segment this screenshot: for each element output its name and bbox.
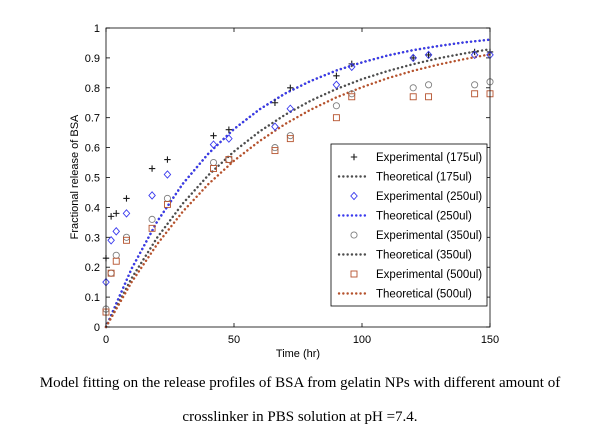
data-point bbox=[107, 213, 115, 220]
data-point bbox=[210, 165, 217, 172]
data-point bbox=[107, 236, 115, 245]
x-tick-label: 50 bbox=[228, 334, 240, 346]
legend-label: Experimental (250ul) bbox=[376, 191, 482, 203]
legend-label: Experimental (350ul) bbox=[376, 230, 482, 242]
y-axis-label: Fractional release of BSA bbox=[69, 114, 81, 239]
data-point bbox=[409, 53, 418, 63]
data-point bbox=[333, 72, 340, 80]
data-point bbox=[271, 147, 279, 155]
data-point bbox=[409, 93, 417, 101]
data-point bbox=[113, 210, 120, 217]
y-tick-label: 0.1 bbox=[85, 292, 100, 304]
data-point bbox=[148, 224, 156, 232]
data-point bbox=[425, 81, 433, 89]
data-point bbox=[163, 170, 172, 179]
data-point bbox=[271, 99, 279, 106]
chart: 0 50 100 150 00.10.20.30.40.50.60.70.80.91 … bbox=[69, 23, 499, 360]
x-tick-label: 100 bbox=[353, 334, 371, 346]
data-point bbox=[225, 156, 233, 164]
theoretical-curve-3 bbox=[104, 38, 492, 329]
data-point bbox=[425, 93, 433, 101]
data-point bbox=[112, 257, 120, 265]
y-tick-label: 0.9 bbox=[85, 53, 100, 65]
data-point bbox=[332, 102, 340, 110]
legend-marker-swatch bbox=[350, 153, 358, 161]
legend-label: Experimental (500ul) bbox=[376, 269, 482, 281]
data-point bbox=[332, 80, 341, 90]
legend-label: Theoretical (175ul) bbox=[376, 172, 472, 184]
data-point bbox=[424, 50, 433, 60]
data-point bbox=[471, 81, 479, 89]
data-point bbox=[471, 90, 479, 98]
caption-line-1: Model fitting on the release profiles of… bbox=[39, 375, 561, 391]
x-axis-label: Time (hr) bbox=[276, 348, 320, 360]
data-point bbox=[332, 114, 340, 122]
data-point bbox=[163, 200, 171, 208]
y-tick-label: 0.2 bbox=[85, 262, 100, 274]
data-point bbox=[348, 93, 356, 101]
y-tick-label: 0.4 bbox=[85, 202, 100, 214]
data-point bbox=[123, 195, 130, 202]
data-point bbox=[409, 84, 417, 92]
y-tick-label: 0.6 bbox=[85, 143, 100, 155]
experimental-markers bbox=[102, 48, 494, 316]
data-point bbox=[210, 132, 217, 139]
figure-caption: Model fitting on the release profiles of… bbox=[0, 366, 600, 434]
y-tick-label: 0.5 bbox=[85, 173, 100, 185]
data-point bbox=[107, 269, 115, 277]
theoretical-curve-5 bbox=[104, 48, 492, 329]
theoretical-curve-7 bbox=[104, 53, 492, 329]
caption-line-2: crosslinker in PBS solution at pH =7.4. bbox=[182, 409, 418, 425]
plot-frame bbox=[105, 27, 491, 328]
x-tick-label: 0 bbox=[103, 334, 109, 346]
data-point bbox=[225, 126, 233, 133]
legend: Experimental (175ul) Theoretical (175ul) E… bbox=[330, 143, 488, 307]
legend-label: Theoretical (350ul) bbox=[376, 250, 472, 262]
data-point bbox=[148, 215, 156, 223]
data-point bbox=[148, 165, 156, 172]
y-tick-label: 0.7 bbox=[85, 113, 100, 125]
data-point bbox=[123, 236, 130, 244]
x-tick-label: 150 bbox=[481, 334, 499, 346]
data-point bbox=[286, 135, 294, 143]
y-tick-label: 0 bbox=[94, 322, 100, 334]
legend-label: Theoretical (250ul) bbox=[376, 211, 472, 223]
legend-marker-swatch bbox=[350, 191, 358, 201]
y-tick-label: 1 bbox=[94, 23, 100, 35]
data-point bbox=[287, 84, 294, 91]
data-point bbox=[225, 134, 233, 143]
data-point bbox=[271, 122, 279, 131]
y-axis-ticks: 0 0.1 0.2 0.3 0.4 0.5 0.6 0.7 0.8 0.9 1 bbox=[85, 23, 490, 334]
data-point bbox=[425, 51, 432, 59]
data-point bbox=[347, 62, 356, 72]
data-point bbox=[148, 191, 156, 200]
y-tick-label: 0.8 bbox=[85, 83, 100, 95]
data-point bbox=[122, 209, 131, 218]
data-point bbox=[286, 104, 295, 114]
theoretical-curves bbox=[104, 38, 492, 329]
y-tick-label: 0.3 bbox=[85, 232, 100, 244]
legend-label: Theoretical (500ul) bbox=[376, 289, 472, 301]
data-point bbox=[410, 54, 417, 62]
data-point bbox=[164, 156, 171, 163]
data-point bbox=[470, 50, 479, 60]
data-point bbox=[209, 140, 218, 149]
legend-label: Experimental (175ul) bbox=[376, 152, 482, 164]
legend-marker-swatch bbox=[350, 270, 358, 278]
legend-marker-swatch bbox=[350, 231, 358, 239]
data-point bbox=[112, 227, 121, 236]
legend-box bbox=[330, 143, 488, 307]
x-axis-ticks: 0 50 100 150 bbox=[103, 28, 499, 346]
